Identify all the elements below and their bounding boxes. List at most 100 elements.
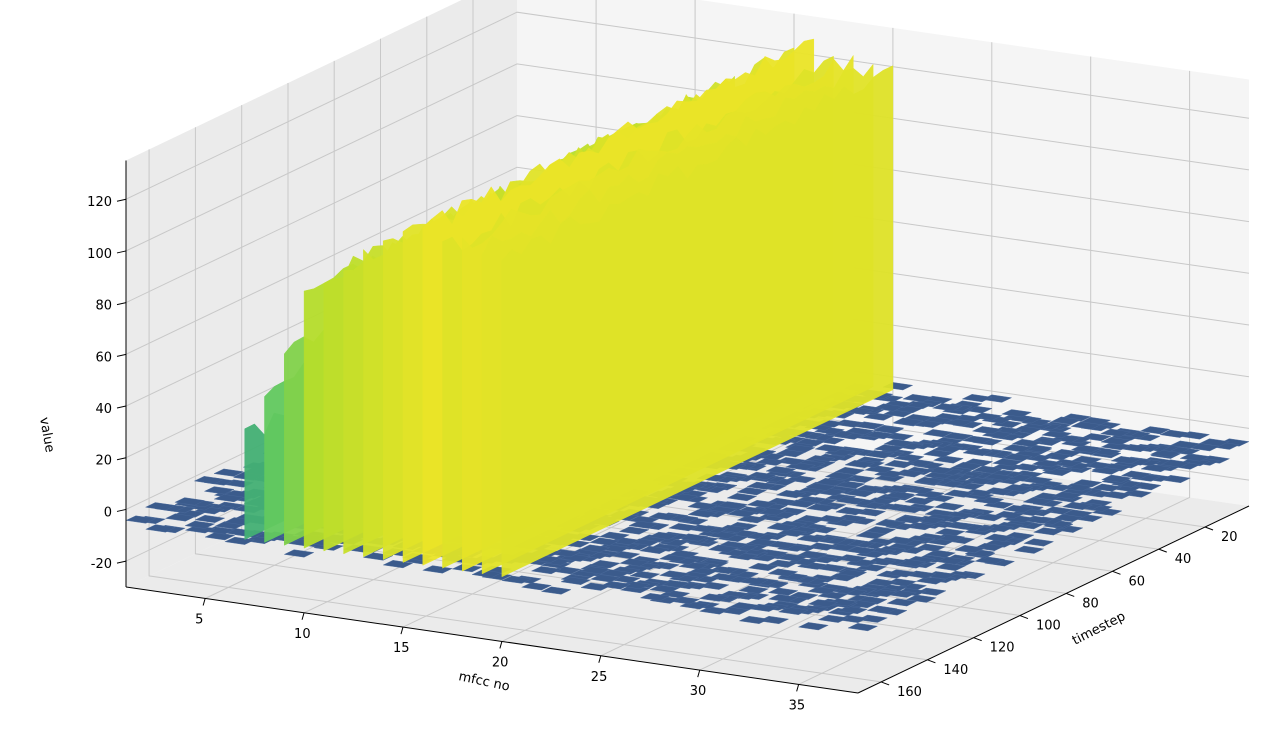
surface-floor-patch — [1031, 459, 1063, 468]
surface-floor-patch — [193, 476, 225, 485]
surface-floor-patch — [747, 562, 779, 571]
x-tick-label: 30 — [690, 684, 707, 699]
surface-floor-patch — [834, 496, 866, 505]
surface-floor-patch — [639, 593, 671, 602]
surface-floor-patch — [194, 514, 226, 523]
grid-line-z — [125, 63, 1250, 252]
z-tick — [116, 457, 127, 461]
z-tick-label: 100 — [87, 247, 112, 262]
y-tick-label: 80 — [1082, 596, 1099, 611]
surface-floor-patch — [589, 574, 621, 583]
surface-floor-patch — [145, 524, 176, 533]
surface-floor-patch — [726, 493, 758, 502]
surface-floor-patch — [805, 503, 837, 512]
surface-floor-patch — [203, 486, 235, 495]
y-tick — [973, 637, 982, 642]
surface-floor-patch — [1179, 453, 1211, 462]
y-tick — [1066, 592, 1075, 597]
surface-floor-patch — [422, 565, 453, 574]
surface-floor-patch — [382, 560, 414, 569]
surface-floor-patch — [738, 615, 770, 624]
surface-floor-patch — [629, 570, 661, 579]
surface-floor-patch — [902, 394, 934, 403]
surface-floor-patch — [580, 582, 612, 591]
grid-line-z — [125, 11, 1250, 200]
x-tick — [796, 684, 800, 692]
surface-floor-patch — [943, 489, 975, 498]
surface-floor-patch — [1022, 497, 1054, 506]
y-axis-line — [857, 505, 1250, 694]
surface-floor-patch — [598, 531, 630, 540]
surface-floor-patch — [699, 606, 730, 615]
surface-floor-patch — [992, 458, 1023, 467]
y-axis-label: timestep — [1070, 609, 1128, 648]
surface-floor-patch — [589, 560, 621, 569]
surface-floor-patch — [579, 544, 611, 553]
surface-ridge — [501, 65, 894, 578]
surface-floor-patch — [648, 512, 679, 521]
surface-floor-patch — [648, 531, 680, 540]
surface-floor-patch — [738, 585, 770, 594]
y-tick-label: 120 — [990, 641, 1015, 656]
surface-floor-patch — [767, 587, 799, 596]
surface-floor-patch — [687, 509, 719, 518]
z-tick — [116, 198, 127, 202]
surface-floor-patch — [471, 569, 503, 578]
surface-floor-patch — [797, 622, 829, 631]
surface-floor-patch — [736, 515, 768, 524]
surface-floor-patch — [599, 569, 631, 578]
surface-floor-patch — [726, 509, 758, 518]
surface-floor-patch — [817, 614, 849, 623]
surface-floor-patch — [796, 534, 828, 543]
surface-floor-patch — [619, 558, 651, 567]
surface-floor-patch — [687, 501, 719, 510]
surface-floor-patch — [1062, 501, 1094, 510]
grid-line-z — [125, 115, 1250, 304]
surface-floor-patch — [1149, 449, 1181, 458]
z-tick-label: -20 — [91, 557, 112, 572]
surface-floor-patch — [736, 487, 768, 496]
surface-floor-patch — [884, 491, 916, 500]
y-tick-label: 20 — [1221, 530, 1238, 545]
surface-floor-patch — [954, 544, 986, 553]
surface-floor-patch — [894, 515, 926, 524]
x-tick-label: 35 — [789, 698, 806, 713]
surface-floor-patch — [904, 497, 935, 506]
surface-floor-patch — [844, 489, 876, 498]
surface-floor-patch — [784, 444, 816, 453]
surface-floor-patch — [875, 519, 906, 528]
surface-floor-patch — [894, 505, 926, 514]
surface-floor-patch — [521, 582, 552, 591]
surface-floor-patch — [971, 426, 1003, 435]
surface-floor-patch — [1001, 409, 1033, 418]
x-tick — [598, 655, 602, 663]
surface-floor-patch — [1051, 491, 1083, 500]
z-tick-label: 120 — [87, 195, 112, 210]
x-tick-label: 10 — [294, 627, 311, 642]
grid-line-z — [125, 166, 1250, 355]
surface-floor-patch — [1003, 504, 1034, 513]
surface-floor-patch — [935, 562, 966, 571]
z-tick-label: 20 — [95, 454, 112, 469]
surface-floor-patch — [1011, 438, 1043, 448]
tick-labels: 5 10 15 20 25 30 35 20 40 60 80 100 120 140 160 -20 0 20 4… — [87, 195, 1237, 713]
surface-floor-patch — [847, 623, 879, 632]
surface-floor-patch — [755, 457, 787, 466]
surface-floor-patch — [777, 606, 809, 615]
surface-floor-patch — [125, 515, 157, 524]
z-tick — [116, 508, 127, 512]
surface-floor-patch — [1013, 545, 1045, 554]
y-tick-label: 100 — [1036, 619, 1061, 634]
surface-floor-patch — [560, 576, 592, 585]
surface-floor-patch — [1100, 428, 1131, 437]
surface-floor-patch — [174, 497, 206, 506]
surface-floor-patch — [962, 435, 993, 444]
surface-floor-patch — [915, 576, 947, 585]
surface-floor-patch — [932, 455, 964, 464]
z-tick-label: 60 — [95, 350, 112, 365]
surface-floor-patch — [698, 593, 730, 602]
z-tick — [116, 250, 127, 254]
surface-floor-patch — [501, 575, 533, 584]
x-tick-label: 20 — [492, 655, 509, 670]
x-tick-label: 5 — [195, 612, 203, 627]
